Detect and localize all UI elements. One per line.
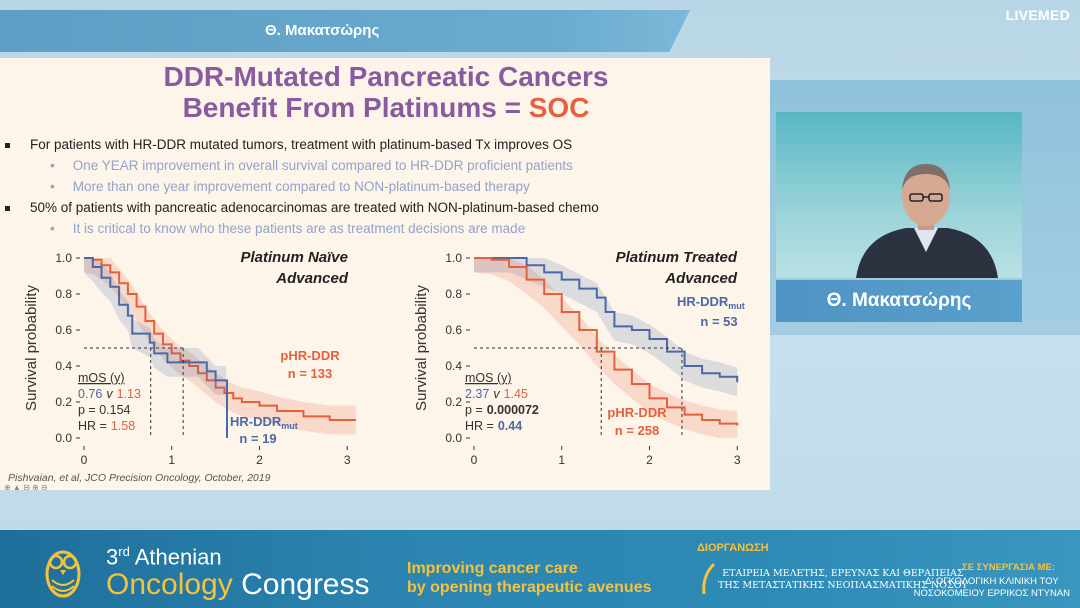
presenter-name: Θ. Μακατσώρης [265, 22, 380, 39]
x-tick-label: 0 [81, 453, 88, 467]
sub-bullet: • It is critical to know who these patien… [50, 221, 526, 236]
congress-footer: 3rd Athenian Oncology Congress Improving… [0, 530, 1080, 608]
slide-title-line1: DDR-Mutated Pancreatic Cancers [163, 61, 609, 92]
chart-title-line: Advanced [275, 270, 349, 287]
x-tick-label: 3 [734, 453, 741, 467]
km-chart-platinum-treated: Survival probability 0.0 0.2 0.4 0.6 0.8 1.0 0 1… [413, 249, 745, 467]
series-label-sub: mut [281, 421, 298, 431]
slide-title-main: Benefit From Platinums = [182, 92, 521, 123]
y-tick-label: 0.2 [445, 395, 462, 409]
survival-curve-hr-ddrmut [474, 257, 739, 383]
mos-b: 1.13 [117, 387, 141, 401]
x-tick-label: 3 [344, 453, 351, 467]
p-number: 0.000072 [487, 403, 539, 417]
y-tick-label: 0.4 [445, 359, 462, 373]
survival-curve-hr-ddrmut [84, 257, 228, 438]
mos-values: 0.76 v 1.13 [78, 387, 141, 401]
bullet-2: 50% of patients with pancreatic adenocar… [5, 200, 599, 215]
square-bullet-icon [5, 142, 10, 148]
confidence-band-phr-ddr [474, 258, 738, 438]
mos-values: 2.37 v 1.45 [465, 387, 528, 401]
x-tick-label: 1 [168, 453, 175, 467]
speaker-name-plate: Θ. Μακατσώρης [776, 280, 1022, 322]
square-bullet-icon [5, 205, 10, 211]
owl-logo-icon [45, 550, 81, 598]
partner-label: ΣΕ ΣΥΝΕΡΓΑΣΙΑ ΜΕ: [962, 562, 1056, 573]
hr-label: HR = [465, 419, 494, 433]
mos-label: mOS (y) [78, 371, 125, 385]
km-chart-platinum-naive: Survival probability 0.0 0.2 0.4 0.6 0.8 1.0 0 1… [23, 249, 356, 467]
y-tick-label: 1.0 [55, 251, 72, 265]
series-label-hr-ddr: HR-DDRmut [230, 414, 298, 431]
survival-curve-phr-ddr [84, 257, 356, 421]
hr-label: HR = [78, 419, 107, 433]
y-tick-label: 0.0 [445, 431, 462, 445]
y-tick-label: 0.8 [445, 287, 462, 301]
chart-title-line: Platinum Naïve [240, 249, 348, 266]
mos-v: v [493, 387, 500, 401]
series-n-hr-ddr: n = 53 [700, 314, 737, 329]
speaker-silhouette [856, 164, 998, 278]
slide-controls[interactable]: ⊕ ▲ ⊟ ⊕ ⊖ [4, 483, 48, 490]
presentation-slide: DDR-Mutated Pancreatic Cancers Benefit F… [0, 58, 770, 490]
y-tick-label: 0.6 [445, 323, 462, 337]
y-tick-label: 0.8 [55, 287, 72, 301]
confidence-band-hr-ddrmut [474, 258, 738, 397]
y-tick-label: 1.0 [445, 251, 462, 265]
mos-label: mOS (y) [465, 371, 512, 385]
congress-name: 3rd Athenian Oncology Congress [106, 544, 370, 602]
bullet-1: For patients with HR-DDR mutated tumors,… [5, 137, 572, 152]
x-tick-label: 2 [646, 453, 653, 467]
organizer-name: ΕΤΑΙΡΕΙΑ ΜΕΛΕΤΗΣ, ΕΡΕΥΝΑΣ ΚΑΙ ΘΕΡΑΠΕΙΑΣ … [718, 568, 968, 591]
sub-bullet: • More than one year improvement compared… [50, 179, 530, 194]
citation: Pishvaian, et al, JCO Precision Oncology… [8, 472, 271, 484]
organizer-logo-icon [702, 562, 716, 595]
series-label-sub: mut [728, 301, 745, 311]
survival-curve-phr-ddr [474, 257, 739, 426]
y-tick-label: 0.6 [55, 323, 72, 337]
series-n-phr-ddr: n = 133 [288, 366, 332, 381]
y-tick-label: 0.2 [55, 395, 72, 409]
sub-bullet: • One YEAR improvement in overall surviva… [50, 158, 573, 173]
partner-name: Δ' ΟΓΚΟΛΟΓΙΚΗ ΚΛΙΝΙΚΗ ΤΟΥ ΝΟΣΟΚΟΜΕΙΟΥ ΕΡ… [913, 576, 1070, 599]
y-tick-label: 0.0 [55, 431, 72, 445]
mos-v: v [106, 387, 113, 401]
brand-logo: LIVEMED [1005, 7, 1070, 23]
mos-b: 1.45 [504, 387, 528, 401]
x-tick-label: 0 [471, 453, 478, 467]
hazard-ratio: HR = 1.58 [78, 419, 135, 433]
presenter-banner: Θ. Μακατσώρης [0, 10, 690, 52]
p-value: p = 0.000072 [465, 403, 539, 417]
hr-value: 1.58 [111, 419, 135, 433]
hazard-ratio: HR = 0.44 [465, 419, 522, 433]
chart-title-line: Advanced [664, 270, 738, 287]
series-n-phr-ddr: n = 258 [615, 423, 659, 438]
speaker-video [776, 112, 1022, 278]
p-value: p = 0.154 [78, 403, 131, 417]
x-tick-label: 1 [558, 453, 565, 467]
series-label-phr-ddr: pHR-DDR [280, 348, 340, 363]
slide-title-accent: SOC [528, 92, 590, 123]
chart-title-line: Platinum Treated [616, 249, 738, 266]
slide-title-line2: Benefit From Platinums = SOC [0, 92, 770, 123]
series-label-hr-ddr: HR-DDRmut [677, 294, 745, 311]
mos-a: 2.37 [465, 387, 489, 401]
y-tick-label: 0.4 [55, 359, 72, 373]
x-tick-label: 2 [256, 453, 263, 467]
y-axis-label: Survival probability [23, 285, 40, 411]
mos-a: 0.76 [78, 387, 102, 401]
hr-value: 0.44 [498, 419, 522, 433]
congress-tagline: Improving cancer care by opening therape… [407, 560, 652, 596]
series-label-phr-ddr: pHR-DDR [607, 405, 667, 420]
y-axis-label: Survival probability [413, 285, 430, 411]
organizer-label: ΔΙΟΡΓΑΝΩΣΗ [697, 542, 769, 554]
series-n-hr-ddr: n = 19 [239, 431, 276, 446]
p-prefix: p = [465, 403, 483, 417]
